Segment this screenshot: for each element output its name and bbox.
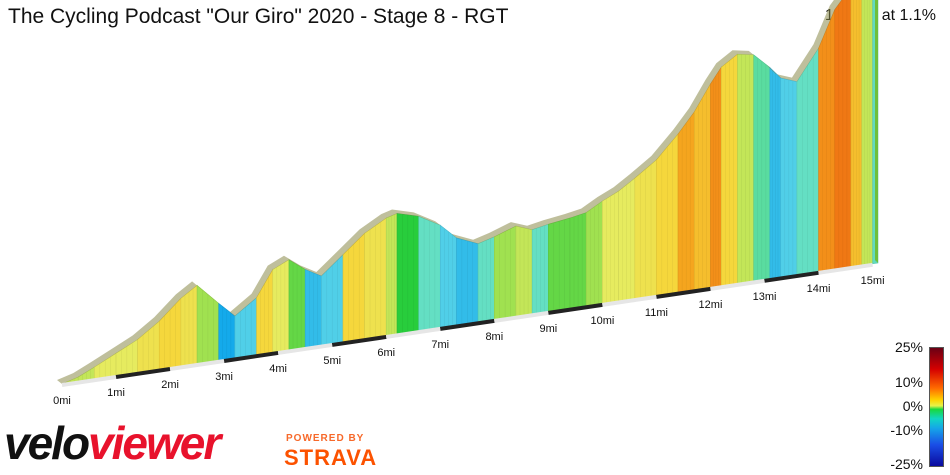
x-tick-label: 15mi xyxy=(861,275,885,287)
scale-label-min: -25% xyxy=(890,456,923,472)
x-tick-label: 1mi xyxy=(107,387,125,399)
baseline-mile-segment xyxy=(656,286,711,299)
baseline-mile-segment xyxy=(602,294,657,307)
gradient-color-scale xyxy=(929,347,944,467)
baseline-mile-segment xyxy=(439,318,495,331)
strava-logo: STRAVA xyxy=(284,445,378,470)
x-tick-label: 3mi xyxy=(215,371,233,383)
logo-viewer: viewer xyxy=(88,417,221,469)
baseline-mile-segment xyxy=(494,310,549,323)
logo-velo: velo xyxy=(4,417,90,469)
x-tick-label: 13mi xyxy=(753,291,777,303)
baseline-mile-segment xyxy=(277,342,333,355)
baseline-mile-segment xyxy=(764,270,819,283)
x-tick-label: 9mi xyxy=(539,323,557,335)
baseline-mile-segment xyxy=(818,262,873,275)
x-tick-label: 2mi xyxy=(161,379,179,391)
x-tick-label: 7mi xyxy=(431,339,449,351)
baseline-mile-segment xyxy=(331,334,387,347)
profile-end-cap xyxy=(875,0,878,263)
baseline-mile-segment xyxy=(115,366,171,379)
x-tick-label: 6mi xyxy=(377,347,395,359)
baseline-mile-segment xyxy=(223,350,279,363)
baseline-mile-segment xyxy=(61,375,117,387)
baseline-mile-segment xyxy=(710,278,765,291)
x-tick-label: 14mi xyxy=(807,283,831,295)
x-tick-label: 5mi xyxy=(323,355,341,367)
veloviewer-logo: veloviewer xyxy=(4,417,221,469)
baseline-mile-segment xyxy=(548,302,603,315)
x-tick-label: 4mi xyxy=(269,363,287,375)
baseline-mile-segment xyxy=(169,358,225,371)
x-tick-label: 10mi xyxy=(590,315,614,327)
page-title: The Cycling Podcast "Our Giro" 2020 - St… xyxy=(8,5,509,28)
x-tick-label: 11mi xyxy=(645,307,668,319)
x-tick-label: 0mi xyxy=(53,395,71,407)
baseline-mile-segment xyxy=(385,326,441,339)
scale-label-neg10: -10% xyxy=(890,422,923,438)
x-tick-label: 12mi xyxy=(699,299,723,311)
x-tick-label: 8mi xyxy=(485,331,503,343)
scale-label-0: 0% xyxy=(902,398,923,414)
scale-label-10: 10% xyxy=(894,374,923,390)
scale-label-max: 25% xyxy=(894,339,923,355)
powered-by-label: POWERED BY xyxy=(286,433,365,444)
